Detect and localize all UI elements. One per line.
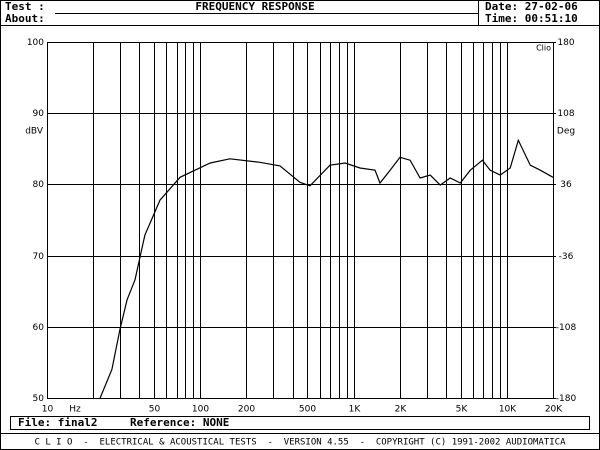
x-tick-label: 20K — [545, 405, 563, 415]
time: Time: 00:51:10 — [485, 12, 578, 25]
y-tick-label: 60 — [33, 323, 45, 333]
date: Date: 27-02-06 — [485, 0, 578, 13]
title: FREQUENCY RESPONSE — [195, 0, 314, 13]
reference: Reference: NONE — [130, 416, 229, 429]
y2-tick-label: -108 — [556, 323, 577, 333]
annotation: Clio — [536, 44, 551, 53]
x-tick-label: 200 — [238, 405, 255, 415]
y-tick-label: 80 — [33, 180, 45, 190]
x-axis-label: Hz — [69, 405, 81, 415]
x-tick-label: 5K — [456, 405, 469, 415]
plot: 10 50 100 200 500 1K 2K 5K 10K 20K5060708090100-1… — [25, 38, 576, 415]
file: File: final2 — [18, 416, 97, 429]
y2-tick-label: -36 — [559, 252, 574, 262]
y2-tick-label: 36 — [560, 180, 572, 190]
file-box — [10, 416, 590, 430]
x-tick-label: 500 — [299, 405, 316, 415]
y-tick-label: 50 — [33, 394, 45, 404]
y2-tick-label: 108 — [557, 109, 574, 119]
y2-tick-label: 180 — [557, 38, 574, 48]
banner: C L I O - ELECTRICAL & ACOUSTICAL TESTS … — [34, 438, 566, 448]
response-line — [99, 138, 554, 399]
test-label: Test : — [5, 0, 45, 13]
about-label: About: — [5, 12, 45, 25]
x-tick-label: 1K — [349, 405, 362, 415]
x-tick-label: 10 — [42, 405, 54, 415]
y-axis-label: dBV — [25, 127, 44, 137]
y-tick-label: 70 — [33, 252, 45, 262]
x-tick-label: 50 — [149, 405, 161, 415]
y2-axis-label: Deg — [557, 127, 575, 137]
y-tick-label: 90 — [33, 109, 45, 119]
x-tick-label: 10K — [499, 405, 517, 415]
y-tick-label: 100 — [27, 38, 44, 48]
y2-tick-label: -180 — [556, 394, 577, 404]
plot-border — [47, 42, 554, 399]
x-tick-label: 100 — [192, 405, 209, 415]
x-tick-label: 2K — [395, 405, 408, 415]
